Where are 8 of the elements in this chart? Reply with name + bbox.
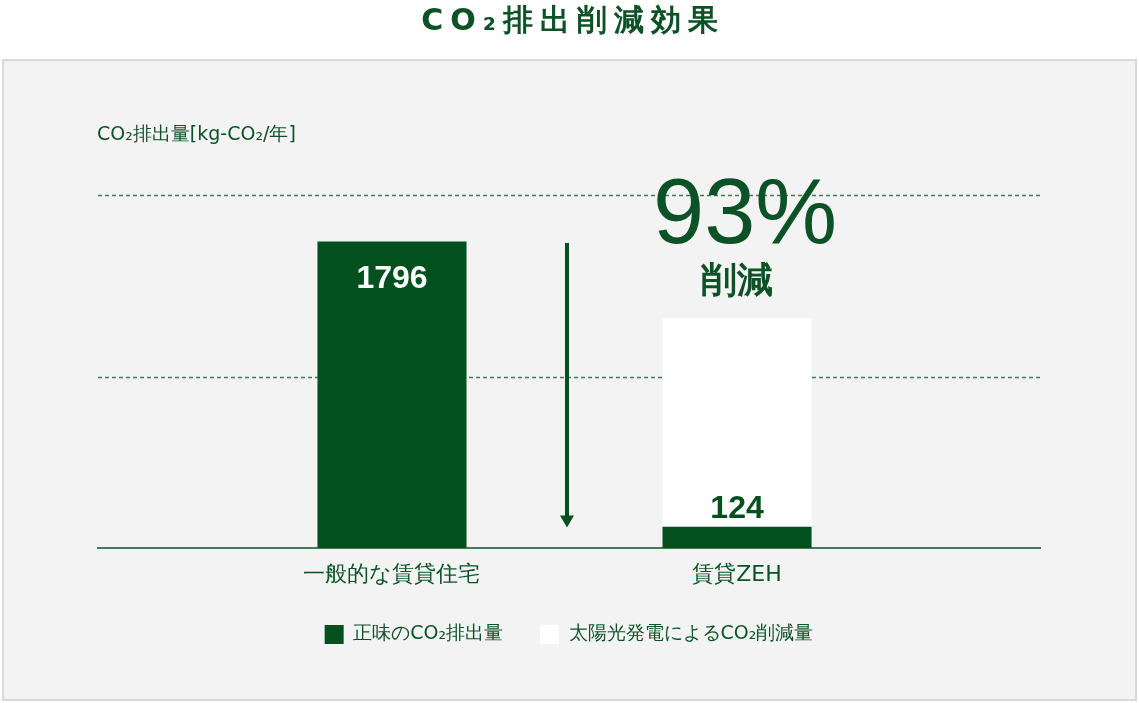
legend-label: 太陽光発電によるCO₂削減量	[568, 621, 814, 644]
text: CO₂排出量[kg-CO₂/年]	[97, 121, 296, 146]
data-label: 124	[710, 488, 764, 525]
x-tick-label: 一般的な賃貸住宅	[303, 560, 481, 586]
legend-label: 正味のCO₂排出量	[353, 621, 504, 644]
chart-title: CO₂排出削減効果	[420, 1, 726, 39]
data-label: 1796	[356, 259, 428, 296]
x-tick-label: 賃貸ZEH	[692, 560, 782, 586]
